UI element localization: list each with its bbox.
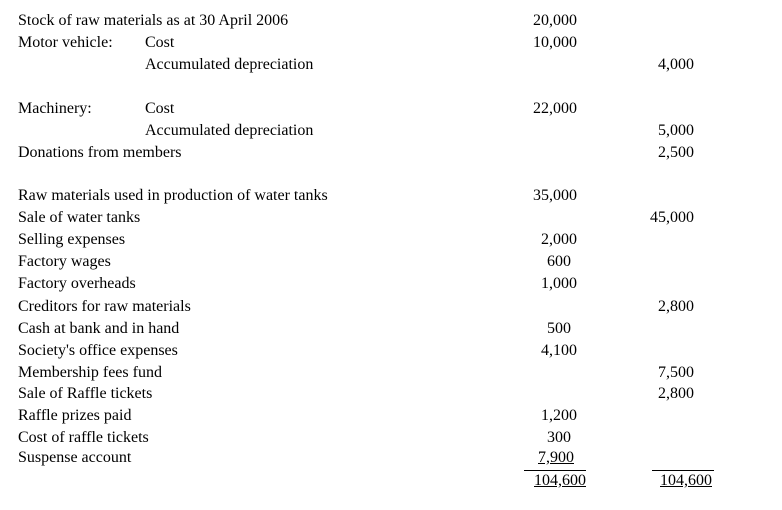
account-sublabel: Cost [145,34,175,51]
account-label: Machinery: [18,100,92,117]
account-label: Sale of water tanks [18,209,141,226]
credit-amount: 2,800 [658,298,694,315]
account-label: Stock of raw materials as at 30 April 20… [18,12,289,29]
total-rule-credit [652,470,714,471]
account-label: Factory wages [18,253,111,270]
ledger-row: Stock of raw materials as at 30 April 20… [0,10,782,32]
ledger-row: Motor vehicle: Cost 10,000 [0,32,782,54]
ledger-row: Cash at bank and in hand 500 [0,318,782,340]
credit-amount: 2,500 [658,144,694,161]
debit-amount: 500 [547,320,571,337]
debit-amount: 22,000 [533,100,577,117]
debit-amount: 1,200 [541,407,577,424]
account-label: Motor vehicle: [18,34,113,51]
account-sublabel: Accumulated depreciation [145,56,314,73]
credit-amount: 4,000 [658,56,694,73]
ledger-row: Donations from members 2,500 [0,142,782,164]
ledger-row: Selling expenses 2,000 [0,229,782,251]
ledger-row: Machinery: Cost 22,000 [0,98,782,120]
account-label: Factory overheads [18,275,136,292]
debit-amount: 2,000 [541,231,577,248]
debit-total: 104,600 [534,472,586,489]
ledger-row: Factory overheads 1,000 [0,273,782,295]
account-sublabel: Cost [145,100,175,117]
account-label: Cash at bank and in hand [18,320,180,337]
account-label: Cost of raffle tickets [18,429,149,446]
debit-amount: 10,000 [533,34,577,51]
debit-amount: 4,100 [541,342,577,359]
ledger-row: Sale of Raffle tickets 2,800 [0,383,782,405]
credit-amount: 7,500 [658,364,694,381]
account-label: Donations from members [18,144,182,161]
account-label: Society's office expenses [18,342,178,359]
ledger-row: Suspense account 7,900 [0,447,782,469]
ledger-row: Raw materials used in production of wate… [0,185,782,207]
ledger-row: Factory wages 600 [0,251,782,273]
account-label: Raffle prizes paid [18,407,132,424]
account-label: Selling expenses [18,231,126,248]
debit-amount: 35,000 [533,187,577,204]
credit-amount: 5,000 [658,122,694,139]
ledger-row: Cost of raffle tickets 300 [0,427,782,449]
ledger-row: Accumulated depreciation 5,000 [0,120,782,142]
account-label: Raw materials used in production of wate… [18,187,328,204]
ledger-row: Sale of water tanks 45,000 [0,207,782,229]
ledger-row: Society's office expenses 4,100 [0,340,782,362]
debit-amount: 7,900 [538,449,574,466]
debit-amount: 300 [547,429,571,446]
totals-row: 104,600 104,600 [0,470,782,492]
ledger-row: Accumulated depreciation 4,000 [0,54,782,76]
account-label: Creditors for raw materials [18,298,191,315]
debit-amount: 1,000 [541,275,577,292]
ledger-row: Raffle prizes paid 1,200 [0,405,782,427]
credit-total: 104,600 [660,472,712,489]
debit-amount: 600 [547,253,571,270]
credit-amount: 2,800 [658,385,694,402]
account-label: Suspense account [18,449,132,466]
ledger-row: Creditors for raw materials 2,800 [0,296,782,318]
ledger-row: Membership fees fund 7,500 [0,362,782,384]
debit-amount: 20,000 [533,12,577,29]
account-label: Membership fees fund [18,364,162,381]
total-rule-debit [524,470,586,471]
credit-amount: 45,000 [650,209,694,226]
account-label: Sale of Raffle tickets [18,385,153,402]
account-sublabel: Accumulated depreciation [145,122,314,139]
